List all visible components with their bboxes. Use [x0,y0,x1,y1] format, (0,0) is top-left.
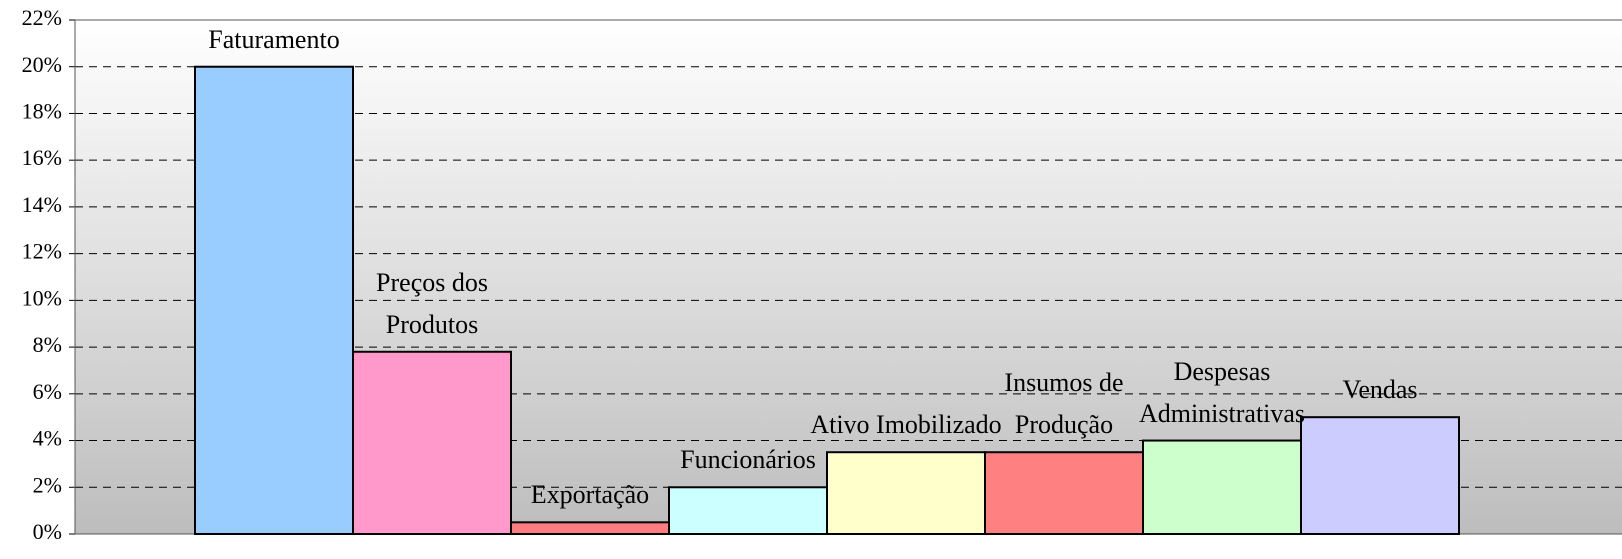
y-tick-label: 16% [22,145,62,170]
bar [194,65,354,536]
bar [1300,416,1460,536]
bar [826,451,986,535]
y-tick-label: 0% [33,519,62,544]
bar-label: Vendas [1342,375,1418,405]
bar-label: Insumos de Produção [1004,368,1124,440]
bar [510,521,670,535]
bar-label: Preços dos Produtos [376,267,488,339]
bar [352,350,512,535]
bar [668,486,828,536]
y-tick-label: 18% [22,99,62,124]
bar-label: Despesas Administrativas [1138,356,1306,428]
y-tick-label: 2% [33,472,62,497]
y-tick-label: 10% [22,285,62,310]
y-tick-label: 4% [33,426,62,451]
y-tick-label: 22% [22,5,62,30]
bar-label: Funcionários [680,445,816,475]
y-tick-label: 8% [33,332,62,357]
y-tick-label: 20% [22,52,62,77]
bar-label: Faturamento [208,24,340,54]
y-tick-label: 14% [22,192,62,217]
bar [984,451,1144,535]
bar-label: Exportação [530,480,650,510]
bar [1142,439,1302,535]
bar-label: Ativo Imobilizado [810,410,1002,440]
y-tick-label: 12% [22,239,62,264]
y-tick-label: 6% [33,379,62,404]
